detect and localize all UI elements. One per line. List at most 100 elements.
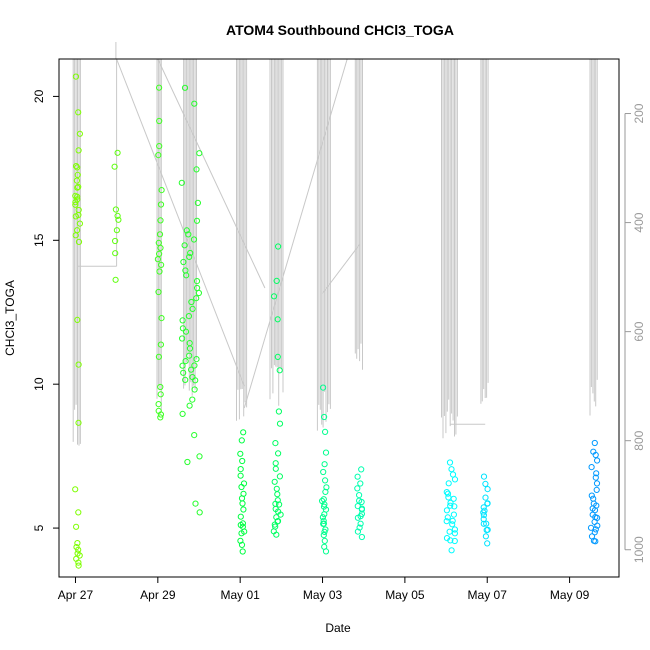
data-point	[155, 288, 162, 296]
data-point	[179, 410, 186, 417]
data-point	[271, 478, 278, 485]
plot-frame	[58, 58, 620, 578]
data-point	[112, 276, 119, 283]
data-point	[451, 537, 458, 545]
altitude-transit	[322, 244, 360, 294]
data-point	[448, 547, 455, 554]
data-point	[74, 171, 81, 178]
data-point	[156, 268, 163, 275]
data-point	[594, 457, 601, 464]
data-point	[443, 489, 450, 496]
data-point	[357, 520, 364, 527]
data-point	[445, 480, 452, 487]
data-point	[451, 503, 458, 510]
data-point	[354, 514, 361, 521]
data-point	[451, 530, 458, 537]
data-point	[276, 473, 283, 480]
data-point	[189, 305, 196, 312]
x-tick-label: May 07	[468, 588, 508, 602]
data-point	[191, 100, 198, 107]
altitude-transit	[157, 58, 266, 289]
data-point	[72, 232, 79, 239]
data-point	[157, 411, 164, 418]
x-tick-label: May 05	[385, 588, 425, 602]
data-point	[592, 526, 599, 533]
y-tick-label: 5	[32, 524, 46, 531]
data-point	[446, 528, 453, 535]
data-point	[180, 258, 187, 266]
data-point	[593, 470, 600, 477]
data-point	[322, 488, 329, 495]
data-point	[238, 530, 245, 537]
data-point	[443, 507, 450, 514]
x-tick-label: Apr 29	[140, 588, 176, 602]
data-point	[321, 413, 328, 421]
data-point	[274, 491, 281, 498]
data-point	[194, 199, 201, 206]
data-point	[451, 526, 458, 533]
data-point	[191, 386, 198, 393]
data-point	[237, 537, 244, 544]
data-point	[591, 529, 598, 536]
data-point	[240, 429, 247, 436]
data-point	[193, 217, 201, 224]
data-point	[74, 193, 81, 200]
x-tick-label: May 09	[550, 588, 590, 602]
data-point	[157, 217, 164, 224]
data-point	[276, 501, 283, 508]
data-point	[358, 506, 365, 513]
data-point	[450, 495, 457, 502]
data-point	[320, 384, 327, 391]
data-point	[275, 243, 282, 250]
data-point	[192, 500, 199, 507]
data-point	[73, 523, 80, 530]
data-point	[156, 84, 163, 91]
data-point	[184, 458, 191, 466]
data-point	[449, 521, 456, 528]
y2-tick-label: 200	[632, 103, 646, 123]
data-point	[321, 461, 328, 468]
data-point	[156, 231, 164, 238]
data-point	[196, 453, 203, 460]
data-point	[75, 559, 82, 566]
data-point	[73, 177, 81, 184]
data-point	[447, 502, 454, 509]
data-point	[76, 220, 84, 227]
data-point	[237, 450, 244, 457]
data-point	[322, 428, 329, 435]
data-point	[182, 328, 190, 335]
data-point	[188, 366, 195, 373]
data-point	[591, 439, 598, 447]
data-point	[157, 201, 165, 208]
data-point	[358, 466, 365, 473]
data-point	[73, 163, 80, 170]
y2-tick-label: 800	[632, 430, 646, 450]
data-point	[480, 520, 487, 527]
data-point	[114, 149, 121, 156]
data-point	[484, 540, 491, 547]
data-point	[72, 486, 79, 493]
data-point	[115, 216, 122, 223]
data-point	[157, 244, 164, 251]
data-point	[320, 520, 327, 527]
x-tick-label: Apr 27	[58, 588, 94, 602]
x-axis-label: Date	[325, 621, 351, 635]
data-point	[443, 518, 450, 525]
y2-tick-label: 400	[632, 212, 646, 232]
data-point	[322, 477, 329, 484]
data-point	[590, 537, 598, 544]
data-point	[196, 150, 203, 157]
x-tick-label: May 03	[303, 588, 343, 602]
data-point	[112, 237, 119, 245]
data-point	[449, 517, 456, 524]
data-point	[483, 520, 490, 527]
data-point	[320, 468, 327, 476]
data-point	[354, 485, 361, 492]
data-point	[156, 117, 163, 125]
data-point	[185, 231, 192, 238]
data-point	[75, 361, 82, 368]
y-tick-label: 20	[32, 89, 46, 103]
data-point	[239, 457, 246, 465]
data-point	[358, 533, 365, 541]
